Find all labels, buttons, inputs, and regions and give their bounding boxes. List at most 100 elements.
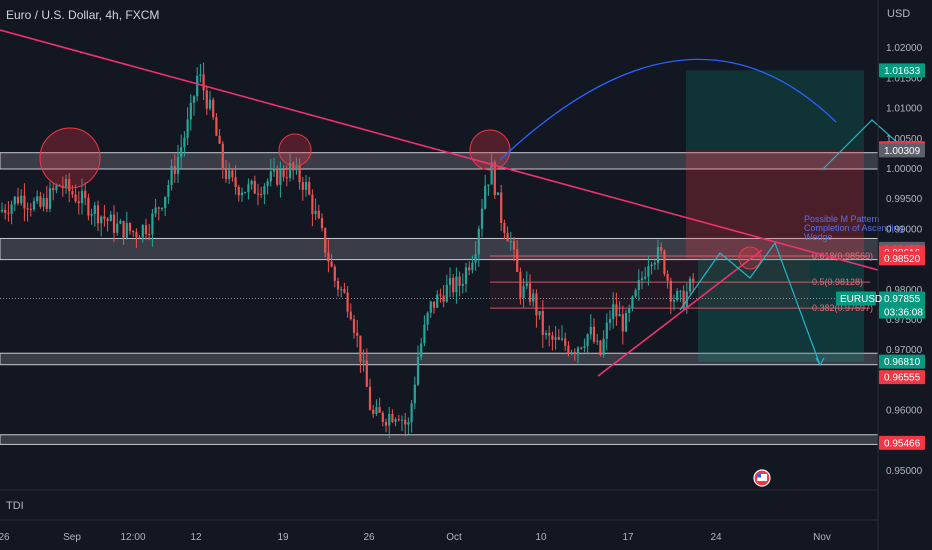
candle-body — [80, 190, 84, 204]
candle-body — [602, 338, 605, 355]
candle-body — [404, 419, 407, 425]
candle-body — [669, 280, 672, 302]
candle-body — [420, 343, 423, 358]
candle-body — [448, 277, 452, 285]
candle-body — [557, 337, 560, 340]
candle-body — [320, 218, 324, 229]
candle-body — [90, 213, 93, 216]
candle-body — [141, 225, 144, 238]
candle-body — [314, 210, 317, 215]
candle-body — [608, 319, 612, 323]
candle-body — [221, 143, 224, 170]
candle-body — [173, 166, 176, 174]
y-tick-1: 0.96000 — [886, 406, 923, 417]
candle-body — [343, 289, 346, 293]
candle-body — [215, 117, 218, 136]
candle-body — [644, 276, 647, 279]
candle-body — [564, 338, 567, 346]
candle-body — [631, 296, 634, 309]
candle-body — [64, 179, 68, 189]
y-tick-3: 0.97500 — [886, 315, 923, 326]
candle-body — [304, 181, 308, 190]
candle-body — [128, 222, 132, 232]
candle-body — [116, 223, 119, 233]
price-label-bg-7 — [879, 354, 925, 369]
x-tick-7: 10 — [535, 532, 547, 543]
candle-body — [477, 228, 480, 255]
candle-body — [503, 222, 506, 233]
candle-body — [311, 194, 314, 215]
candle-body — [461, 283, 464, 286]
candle-body — [167, 184, 170, 197]
candle-body — [464, 267, 468, 284]
candle-body — [218, 135, 221, 144]
candle-body — [500, 192, 503, 223]
candle-body — [68, 179, 71, 192]
candle-body — [288, 162, 292, 178]
price-label-2: 1.00309 — [884, 146, 921, 157]
m-pattern-projection — [679, 241, 821, 366]
candle-body — [138, 237, 141, 239]
x-tick-1: Sep — [63, 532, 81, 543]
candle-body — [391, 414, 394, 422]
candle-body — [490, 162, 493, 185]
candle-body — [228, 170, 231, 179]
candle-body — [250, 180, 253, 185]
candle-body — [144, 225, 148, 235]
candle-body — [87, 197, 90, 216]
candle-body — [301, 182, 304, 190]
candle-body — [548, 333, 551, 336]
candle-body — [410, 403, 413, 423]
projection-arc — [499, 58, 837, 161]
candle-body — [276, 168, 279, 185]
candle-body — [506, 232, 509, 242]
candle-body — [586, 334, 589, 347]
candle-body — [676, 291, 679, 301]
candle-body — [372, 409, 375, 414]
candle-body — [365, 360, 368, 387]
candle-body — [496, 192, 500, 196]
indicator-label[interactable]: TDI — [6, 500, 24, 512]
candle-body — [544, 333, 548, 335]
candle-body — [522, 286, 525, 298]
candle-body — [45, 198, 48, 209]
candle-body — [423, 324, 426, 344]
candle-body — [525, 283, 528, 287]
price-label-5: 0.98520 — [884, 254, 921, 265]
candle-body — [407, 422, 410, 425]
candle-body — [615, 304, 618, 317]
price-label-bg-8 — [879, 370, 925, 385]
candle-body — [122, 221, 125, 238]
candle-body — [330, 261, 333, 267]
candle-body — [368, 386, 372, 410]
x-tick-2: 12:00 — [120, 532, 145, 543]
price-label-bg-2 — [879, 143, 925, 158]
candle-body — [112, 214, 116, 233]
candle-body — [292, 162, 295, 171]
candle-body — [336, 280, 340, 290]
x-tick-5: 26 — [363, 532, 375, 543]
candle-body — [202, 74, 205, 91]
candle-body — [599, 340, 602, 355]
candle-body — [612, 304, 615, 320]
candle-body — [647, 266, 650, 277]
y-tick-11: 1.01500 — [886, 73, 923, 84]
candle-body — [439, 294, 442, 296]
candle-body — [148, 234, 151, 236]
candle-body — [378, 407, 381, 413]
candle-body — [263, 186, 266, 195]
candle-body — [458, 276, 461, 286]
candle-body — [359, 335, 362, 362]
candle-body — [400, 419, 404, 421]
candle-body — [48, 188, 52, 209]
descending-trendline — [0, 29, 879, 271]
candle-body — [388, 414, 391, 426]
candle-body — [432, 301, 436, 308]
candle-body — [253, 180, 256, 194]
countdown-bg — [879, 305, 925, 319]
candle-body — [269, 171, 272, 182]
candle-body — [663, 250, 666, 274]
candle-body — [183, 137, 186, 148]
candle-body — [356, 332, 359, 336]
